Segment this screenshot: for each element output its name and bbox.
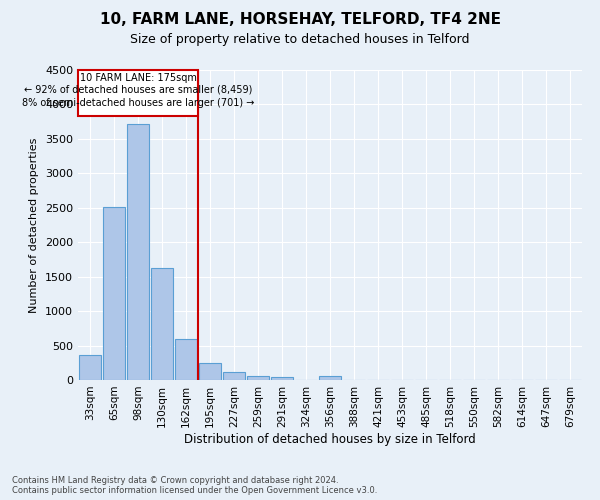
Text: 10 FARM LANE: 175sqm: 10 FARM LANE: 175sqm [80, 72, 196, 83]
Bar [319, 376, 341, 380]
Y-axis label: Number of detached properties: Number of detached properties [29, 138, 40, 312]
Text: 8% of semi-detached houses are larger (701) →: 8% of semi-detached houses are larger (7… [22, 98, 254, 108]
Bar [223, 372, 245, 380]
Text: 10, FARM LANE, HORSEHAY, TELFORD, TF4 2NE: 10, FARM LANE, HORSEHAY, TELFORD, TF4 2N… [100, 12, 500, 28]
Text: Size of property relative to detached houses in Telford: Size of property relative to detached ho… [130, 32, 470, 46]
Bar [271, 376, 293, 380]
Bar [103, 207, 125, 380]
Bar [247, 376, 269, 380]
FancyBboxPatch shape [78, 70, 198, 116]
Bar [127, 124, 149, 380]
Text: ← 92% of detached houses are smaller (8,459): ← 92% of detached houses are smaller (8,… [24, 85, 252, 95]
Text: Contains HM Land Registry data © Crown copyright and database right 2024.
Contai: Contains HM Land Registry data © Crown c… [12, 476, 377, 495]
Bar [175, 338, 197, 380]
X-axis label: Distribution of detached houses by size in Telford: Distribution of detached houses by size … [184, 432, 476, 446]
Bar [151, 268, 173, 380]
Bar [199, 364, 221, 380]
Bar [79, 354, 101, 380]
